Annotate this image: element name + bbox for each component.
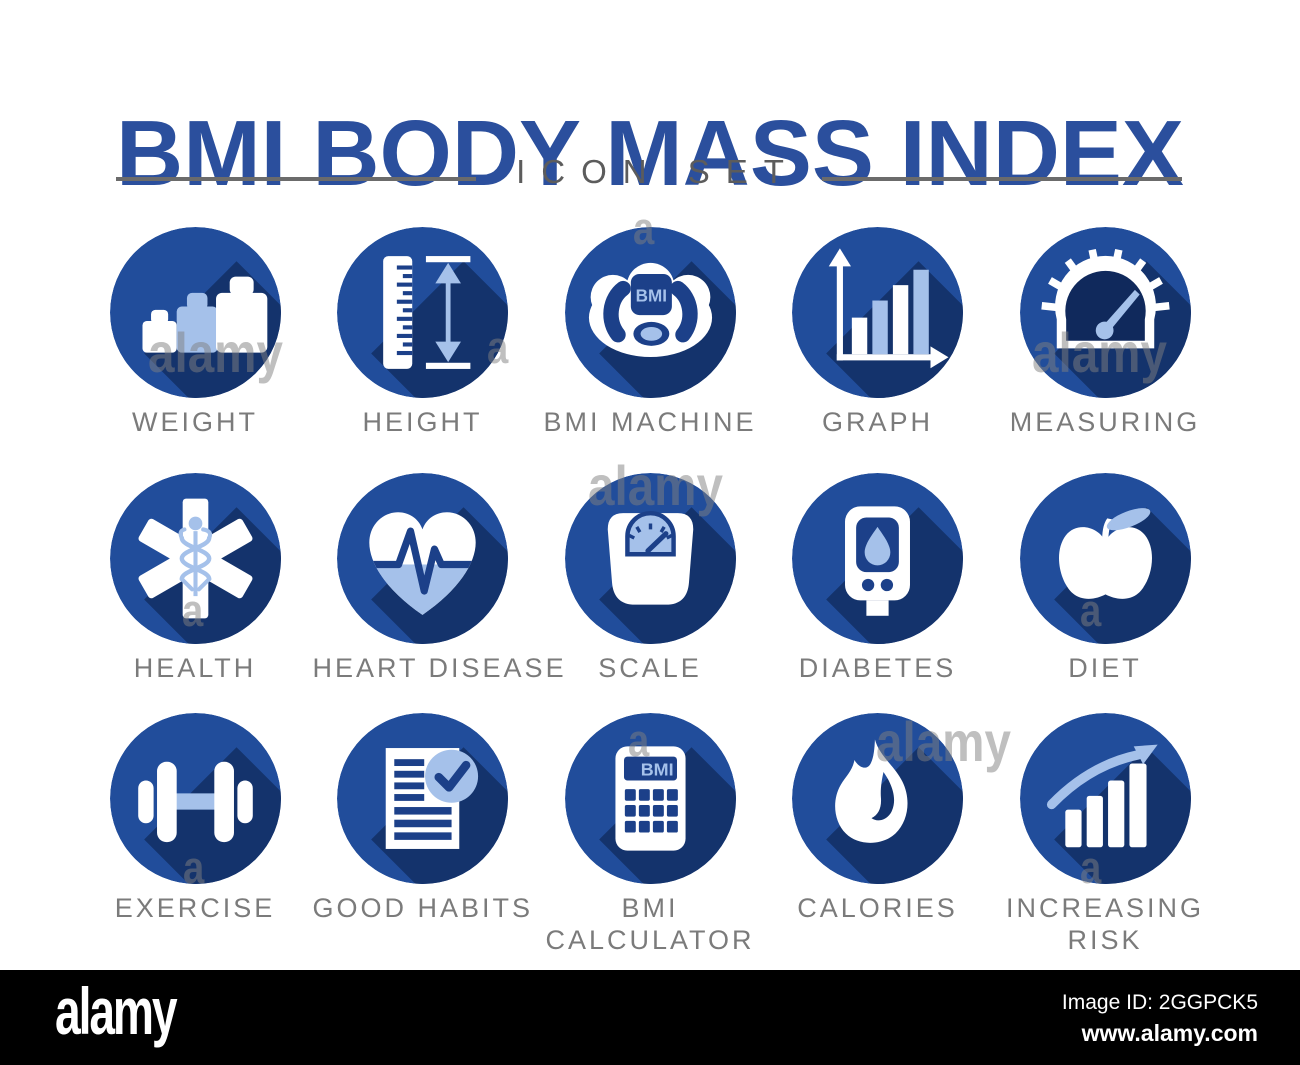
increasing-risk-icon: [1019, 713, 1191, 884]
icon-cell-calories: CALORIES: [768, 713, 988, 924]
icon-label: MEASURING: [1009, 407, 1201, 437]
page-title: BMI BODY MASS INDEX: [116, 101, 1184, 206]
good-habits-icon: [337, 713, 508, 884]
diabetes-icon: [792, 473, 963, 644]
icon-label: INCREASING RISK: [1005, 893, 1205, 956]
icon-label: HEART DISEASE: [312, 653, 567, 683]
icon-cell-increasing-risk: INCREASING RISK: [995, 713, 1215, 957]
icon-label: WEIGHT: [132, 407, 258, 437]
icon-cell-scale: SCALE: [540, 473, 760, 684]
subtitle-rule-right: [822, 177, 1182, 181]
subtitle-row: ICON SET: [0, 153, 1300, 203]
icon-cell-diet: DIET: [995, 473, 1215, 684]
icon-cell-bmi-calculator: BMI BMI CALCULATOR: [540, 713, 760, 957]
icon-label: EXERCISE: [114, 893, 276, 923]
icon-cell-measuring: MEASURING: [995, 227, 1215, 438]
height-icon: [337, 227, 508, 398]
image-id-text: Image ID: 2GGPCK5: [1061, 991, 1258, 1014]
icon-label: DIET: [1068, 653, 1142, 683]
exercise-icon: [109, 713, 281, 884]
icon-label: GOOD HABITS: [312, 893, 534, 923]
bmi-calculator-icon: BMI: [564, 713, 736, 884]
icon-label: GRAPH: [821, 407, 934, 437]
scale-icon: [564, 473, 736, 644]
icon-cell-bmi-machine: BMI BMI MACHINE: [540, 227, 760, 438]
icon-label: SCALE: [598, 653, 702, 683]
icon-label: BMI CALCULATOR: [545, 893, 755, 956]
icon-cell-exercise: EXERCISE: [85, 713, 305, 924]
bmi-machine-icon: BMI: [564, 227, 736, 398]
icon-label: BMI MACHINE: [543, 407, 757, 437]
alamy-logo: alamy: [55, 974, 178, 1048]
subtitle-rule-left: [116, 177, 476, 181]
footer-bar: alamy Image ID: 2GGPCK5 www.alamy.com: [0, 970, 1300, 1065]
icon-cell-graph: GRAPH: [768, 227, 988, 438]
icon-cell-good-habits: GOOD HABITS: [313, 713, 533, 924]
icon-cell-diabetes: DIABETES: [768, 473, 988, 684]
calories-icon: [792, 713, 963, 884]
icon-label: DIABETES: [798, 653, 957, 683]
icon-cell-heart-disease: HEART DISEASE: [312, 473, 567, 684]
icon-label: HEALTH: [133, 653, 257, 683]
diet-icon: [1019, 473, 1191, 644]
icon-cell-weight: WEIGHT: [85, 227, 305, 438]
measuring-icon: [1019, 227, 1191, 398]
svg-text:BMI: BMI: [640, 759, 673, 779]
graph-icon: [792, 227, 963, 398]
icon-cell-height: HEIGHT: [313, 227, 533, 438]
page-subtitle: ICON SET: [516, 153, 800, 190]
weight-icon: [109, 227, 281, 398]
alamy-url-text: www.alamy.com: [1081, 1020, 1258, 1046]
health-icon: [109, 473, 281, 644]
heart-disease-icon: [337, 473, 508, 644]
icon-label: HEIGHT: [362, 407, 483, 437]
icon-label: CALORIES: [797, 893, 958, 923]
svg-text:BMI: BMI: [635, 286, 666, 305]
icon-cell-health: HEALTH: [85, 473, 305, 684]
